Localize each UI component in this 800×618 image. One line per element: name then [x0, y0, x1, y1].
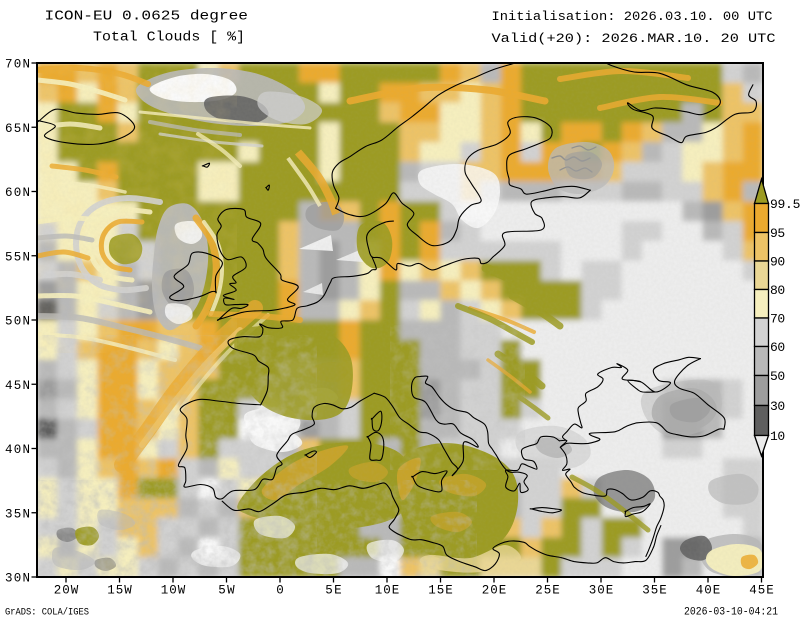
svg-text:60N: 60N [5, 186, 30, 200]
svg-text:15W: 15W [107, 584, 132, 598]
svg-text:ICON-EU 0.0625 degree: ICON-EU 0.0625 degree [45, 10, 249, 25]
svg-text:70N: 70N [5, 58, 30, 72]
svg-text:Initialisation: 2026.03.10. 00: Initialisation: 2026.03.10. 00 UTC [492, 9, 773, 24]
svg-text:45N: 45N [5, 379, 30, 393]
svg-text:20E: 20E [482, 584, 507, 598]
svg-text:80: 80 [770, 283, 785, 298]
svg-text:10W: 10W [161, 584, 186, 598]
svg-text:5W: 5W [218, 584, 235, 598]
svg-text:65N: 65N [5, 122, 30, 136]
svg-text:45E: 45E [749, 584, 774, 598]
svg-text:40N: 40N [5, 443, 30, 457]
svg-text:10: 10 [770, 429, 785, 444]
svg-text:40E: 40E [696, 584, 721, 598]
svg-text:5E: 5E [325, 584, 341, 598]
svg-text:35N: 35N [5, 507, 30, 521]
svg-text:30N: 30N [5, 572, 30, 586]
svg-text:50N: 50N [5, 315, 30, 329]
svg-text:50: 50 [770, 369, 785, 384]
svg-text:10E: 10E [375, 584, 400, 598]
svg-text:20W: 20W [54, 584, 79, 598]
svg-text:Valid(+20): 2026.MAR.10. 20 UT: Valid(+20): 2026.MAR.10. 20 UTC [492, 31, 776, 46]
svg-text:70: 70 [770, 312, 785, 327]
svg-text:90: 90 [770, 255, 785, 270]
svg-text:60: 60 [770, 340, 785, 355]
svg-text:30E: 30E [589, 584, 614, 598]
svg-text:30: 30 [770, 399, 785, 414]
svg-text:25E: 25E [535, 584, 560, 598]
svg-text:15E: 15E [428, 584, 453, 598]
svg-text:95: 95 [770, 226, 785, 241]
svg-text:35E: 35E [642, 584, 667, 598]
svg-text:GrADS: COLA/IGES: GrADS: COLA/IGES [5, 607, 89, 618]
svg-text:Total Clouds [ %]: Total Clouds [ %] [93, 31, 245, 46]
svg-text:2026-03-10-04:21: 2026-03-10-04:21 [684, 607, 778, 618]
svg-text:99.5: 99.5 [770, 197, 800, 212]
svg-text:0: 0 [276, 584, 284, 598]
svg-text:55N: 55N [5, 250, 30, 264]
